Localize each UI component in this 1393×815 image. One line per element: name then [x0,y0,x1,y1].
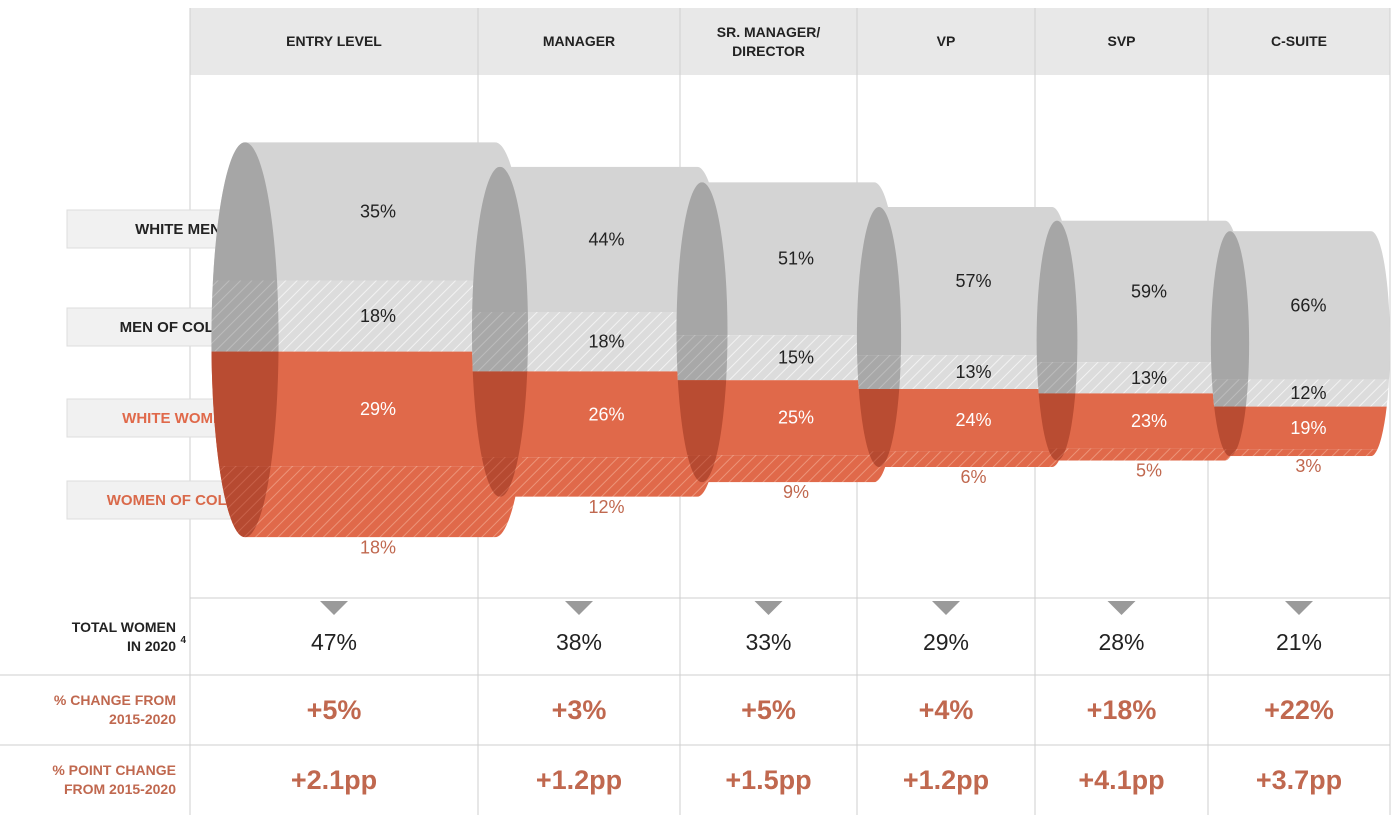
segment-face [676,380,728,456]
segment [1036,448,1246,461]
cylinder: 57% 13% 24% 6% [856,207,1075,487]
row-label-line: 2015-2020 [109,711,176,727]
row-value: +18% [1086,694,1157,725]
value-label: 3% [1295,456,1321,476]
value-label: 57% [955,271,991,291]
column-header: VP [857,8,1035,75]
column-header-text: SR. MANAGER/ DIRECTOR [716,23,821,59]
column-header-text: C-SUITE [1271,33,1327,49]
value-label: 12% [1290,383,1326,403]
value-label: 18% [360,306,396,326]
row-value: +5% [306,694,362,725]
value-label: 23% [1131,411,1167,431]
column-header: SVP [1035,8,1208,75]
legend-label: WOMEN OF COLOR [107,492,250,509]
value-label: 29% [360,399,396,419]
row-label-line: TOTAL WOMEN [71,618,176,635]
value-label: 59% [1131,281,1167,301]
value-label: 26% [588,404,624,424]
segment-face [211,280,279,352]
cylinder: 66% 12% 19% 3% [1210,231,1390,476]
segment-face [1036,362,1078,394]
footnote: 4 [180,634,186,646]
column-header: SR. MANAGER/ DIRECTOR [680,8,857,75]
value-label: 18% [588,332,624,352]
row-value: +1.2pp [902,764,990,795]
column-header: C-SUITE [1208,8,1390,75]
cylinder-face [676,182,728,483]
row-value: +3% [551,694,607,725]
row-label: % POINT CHANGE FROM 2015-2020 [0,745,176,815]
pointer [932,601,960,615]
header-band [190,8,1390,75]
segment-face [1210,449,1250,457]
value-label: 5% [1136,461,1162,481]
legend-label: WHITE MEN [135,221,221,238]
segment-face [1210,379,1250,407]
value-label: 35% [360,201,396,221]
value-label: 66% [1290,295,1326,315]
value-label: 12% [588,497,624,517]
row-label-line: IN 2020 4 [0,635,186,656]
value-label: 15% [778,348,814,368]
column-header-text: VP [936,33,956,49]
segment-face [471,312,529,372]
segment-face [471,371,529,458]
segment [856,451,1075,467]
row-label: % CHANGE FROM 2015-2020 [0,675,176,745]
row-value: 29% [922,629,970,655]
legend-label: WHITE WOMEN [122,410,234,427]
column-header-text: SVP [1107,33,1136,49]
row-value: 47% [310,629,358,655]
segment-face [856,355,902,389]
row-value: 28% [1098,629,1145,655]
row-value: +1.5pp [725,764,812,795]
row-label-line: FROM 2015-2020 [63,781,176,797]
value-label: 13% [1131,368,1167,388]
row-value: +3.7pp [1255,764,1343,795]
legend-label: MEN OF COLOR [120,319,237,336]
value-label: 24% [955,410,991,430]
column-header-text: ENTRY LEVEL [286,33,382,49]
column-header: MANAGER [478,8,680,75]
row-value: +4% [918,694,974,725]
value-label: 9% [783,482,809,502]
cylinder: 59% 13% 23% 5% [1036,220,1246,481]
row-label-line: % CHANGE FROM [53,692,176,708]
segment [1210,449,1390,457]
value-label: 13% [955,362,991,382]
row-value: 38% [555,629,603,655]
cylinder-face [856,207,902,467]
column-header: ENTRY LEVEL [190,8,478,75]
row-label: TOTAL WOMEN IN 2020 4 [0,598,186,675]
row-value: +22% [1264,694,1334,725]
value-label: 19% [1290,418,1326,438]
column-header-text: MANAGER [542,33,616,49]
row-value: +4.1pp [1078,764,1165,795]
pointer [320,601,348,615]
row-value: +5% [741,694,796,725]
row-value: 21% [1275,629,1323,655]
row-value: 33% [745,629,792,655]
segment-face [676,335,728,381]
segment-face [211,351,279,467]
value-label: 6% [960,467,986,487]
row-value: +1.2pp [535,764,623,795]
pointer [1107,601,1136,615]
row-value: +2.1pp [290,764,378,795]
value-label: 51% [778,249,814,269]
pointer [1285,601,1313,615]
value-label: 18% [360,537,396,557]
value-label: 25% [778,408,814,428]
row-label-line: % POINT CHANGE [52,762,176,778]
pointer [754,601,783,615]
pointer [565,601,593,615]
value-label: 44% [588,229,624,249]
